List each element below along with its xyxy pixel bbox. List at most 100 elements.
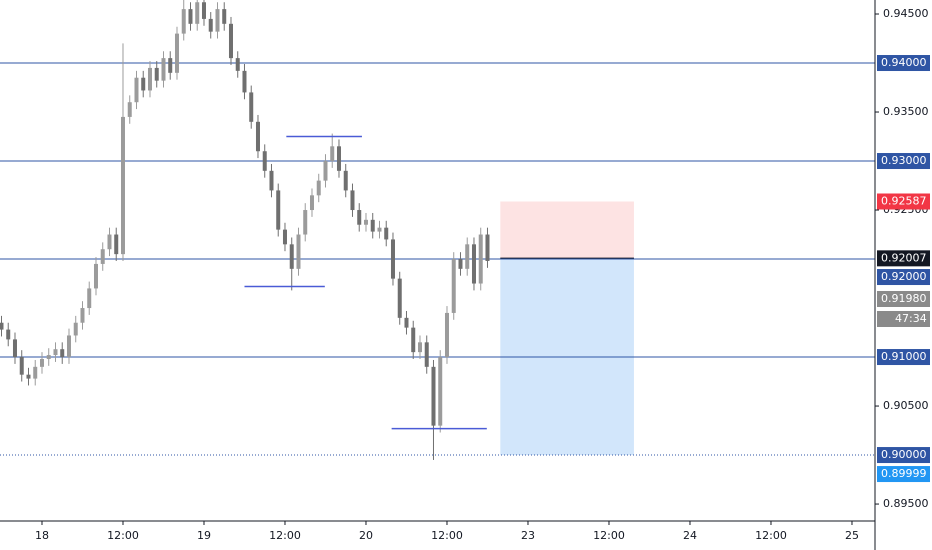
candle-body: [330, 146, 335, 162]
x-tick-label: 12:00: [107, 529, 139, 542]
candle-body: [107, 234, 112, 250]
candle-body: [134, 77, 139, 103]
x-tick-label: 18: [35, 529, 49, 542]
candle-body: [384, 227, 389, 240]
level-tag: 0.90000: [881, 448, 927, 461]
candle-body: [282, 229, 287, 245]
level-tag-bg: [877, 55, 930, 72]
candle-body: [451, 259, 456, 313]
candle-body: [357, 210, 362, 225]
candle-body: [478, 234, 483, 284]
candle-body: [60, 349, 65, 358]
x-tick-label: 19: [197, 529, 211, 542]
candle-body: [201, 2, 206, 19]
countdown-tag-bg: [877, 310, 930, 327]
candle-body: [73, 322, 78, 336]
level-tag: 0.94000: [881, 56, 927, 69]
candle-body: [336, 146, 341, 171]
candle-body: [228, 23, 233, 59]
candle-body: [390, 239, 395, 279]
x-tick-label: 25: [845, 529, 859, 542]
last-price-tag: 0.91980: [881, 292, 927, 305]
candle-body: [276, 190, 281, 230]
candle-body: [417, 342, 422, 353]
candle-body: [444, 312, 449, 358]
candle-body: [377, 227, 382, 232]
y-tick-label: 0.94500: [883, 7, 929, 20]
candle-body: [188, 9, 193, 24]
last-price-tag-bg: [877, 290, 930, 307]
candle-body: [181, 9, 186, 34]
candle-body: [120, 116, 125, 255]
x-tick-label: 24: [683, 529, 697, 542]
candle-body: [222, 9, 227, 24]
y-tick-label: 0.90500: [883, 399, 929, 412]
candle-body: [242, 70, 247, 93]
y-tick-label: 0.93500: [883, 105, 929, 118]
candle-body: [431, 366, 436, 426]
candle-body: [323, 161, 328, 181]
candle-body: [80, 308, 85, 323]
candle-body: [404, 317, 409, 328]
candle-body: [0, 322, 4, 330]
x-tick-label: 12:00: [431, 529, 463, 542]
level-tag-bg: [877, 153, 930, 170]
stop-zone: [500, 201, 634, 259]
candle-body: [141, 77, 146, 91]
level-tag: 0.92000: [881, 270, 927, 283]
candle-body: [53, 349, 58, 356]
level-tag-bg: [877, 349, 930, 366]
stop-tag: 0.92587: [881, 195, 927, 208]
candle-body: [350, 190, 355, 211]
candle-body: [87, 288, 92, 309]
candle-body: [249, 92, 254, 122]
candle-body: [174, 33, 179, 73]
candle-body: [66, 335, 71, 358]
candle-body: [127, 102, 132, 117]
x-tick-label: 12:00: [269, 529, 301, 542]
candle-body: [262, 151, 267, 171]
target-tag-bg: [877, 466, 930, 483]
candle-body: [208, 18, 213, 32]
candle-body: [411, 327, 416, 353]
candle-body: [235, 58, 240, 71]
candle-body: [465, 244, 470, 269]
stop-tag-bg: [877, 193, 930, 210]
level-tag-bg: [877, 447, 930, 464]
candle-body: [363, 219, 368, 225]
candle-body: [114, 234, 119, 255]
time-axis-bg: [0, 521, 875, 550]
candle-body: [168, 58, 173, 73]
candle-body: [471, 244, 476, 284]
candle-body: [370, 219, 375, 232]
candle-body: [154, 67, 159, 81]
x-tick-label: 23: [521, 529, 535, 542]
candle-body: [303, 210, 308, 235]
candle-body: [343, 170, 348, 191]
entry-tag: 0.92007: [881, 251, 927, 264]
candle-body: [26, 374, 31, 379]
candle-body: [93, 263, 98, 289]
candle-body: [296, 234, 301, 269]
x-tick-label: 12:00: [593, 529, 625, 542]
candle-body: [438, 357, 443, 426]
candle-body: [269, 170, 274, 191]
candle-body: [33, 366, 38, 379]
candle-body: [161, 58, 166, 81]
candle-body: [458, 259, 463, 269]
level-tag: 0.91000: [881, 350, 927, 363]
candle-body: [316, 180, 321, 196]
candle-body: [19, 357, 24, 375]
candle-body: [46, 355, 51, 359]
candle-body: [100, 249, 105, 264]
candle-body: [6, 329, 11, 340]
x-tick-label: 20: [359, 529, 373, 542]
level-tag-bg: [877, 269, 930, 286]
entry-tag-bg: [877, 250, 930, 267]
x-tick-label: 12:00: [755, 529, 787, 542]
target-tag: 0.89999: [881, 467, 927, 480]
candle-body: [195, 2, 200, 24]
candle-body: [147, 67, 152, 91]
candle-body: [215, 9, 220, 32]
